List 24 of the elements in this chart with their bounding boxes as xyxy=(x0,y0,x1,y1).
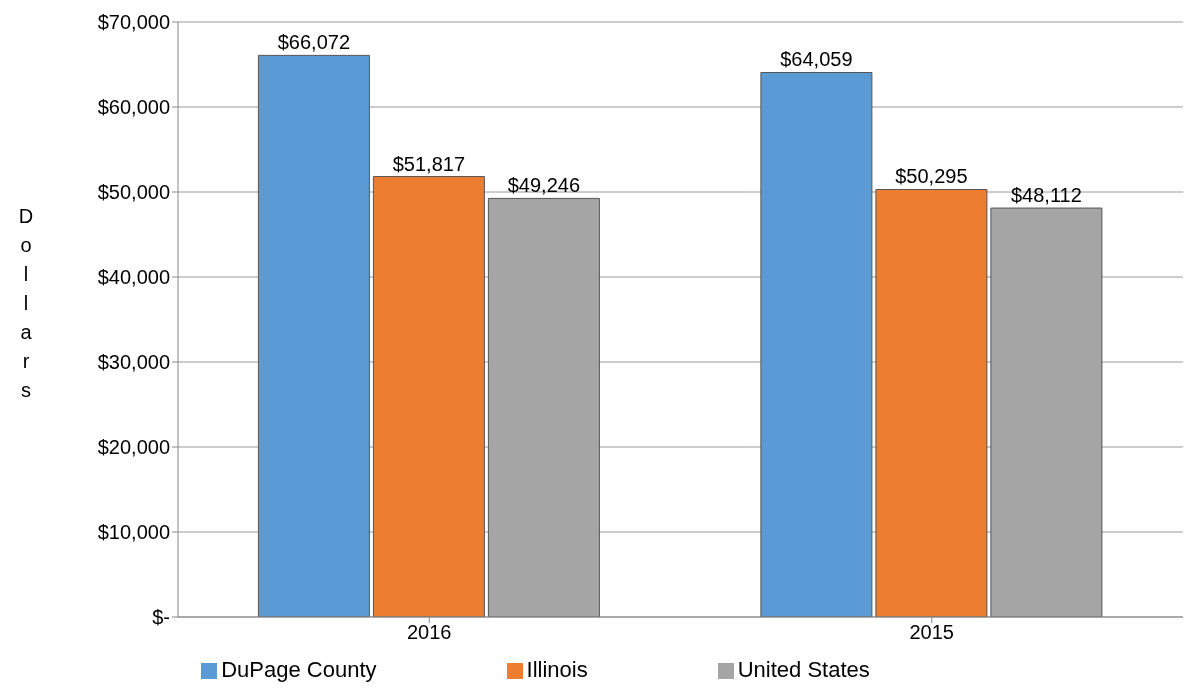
y-tick-label: $30,000 xyxy=(97,351,170,374)
legend-label: Illinois xyxy=(526,657,588,682)
y-axis-title: Dollars xyxy=(18,204,34,401)
x-tick-label: 2016 xyxy=(407,621,452,644)
bar xyxy=(372,176,485,617)
bar xyxy=(760,72,873,617)
y-tick-label: $50,000 xyxy=(97,181,170,204)
data-label: $51,817 xyxy=(392,152,466,175)
y-tick-label: $60,000 xyxy=(97,96,170,119)
y-tick-label: $70,000 xyxy=(97,11,170,34)
legend-label: DuPage County xyxy=(221,657,377,682)
y-tick-label: $20,000 xyxy=(97,436,170,459)
y-tick-label: $40,000 xyxy=(97,266,170,289)
data-label: $64,059 xyxy=(780,48,853,71)
bar xyxy=(257,54,370,617)
bar xyxy=(875,188,988,617)
data-label: $50,295 xyxy=(895,165,968,188)
legend-label: United States xyxy=(737,657,870,682)
data-label: $49,246 xyxy=(507,174,581,197)
x-tick-label: 2015 xyxy=(909,621,954,644)
y-tick-label: $10,000 xyxy=(97,521,170,544)
y-tick-label: $- xyxy=(152,606,170,629)
data-label: $66,072 xyxy=(277,31,351,54)
data-label: $48,112 xyxy=(1010,184,1082,207)
